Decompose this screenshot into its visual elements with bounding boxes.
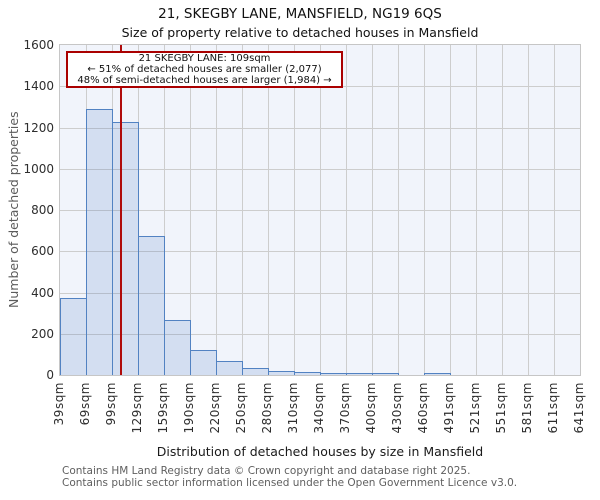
attribution-footer: Contains HM Land Registry data © Crown c… [62, 465, 592, 489]
histogram-bar [424, 373, 451, 375]
x-tick-label: 551sqm [494, 382, 508, 434]
x-tick-label: 460sqm [416, 382, 430, 434]
annotation-larger-line: 48% of semi-detached houses are larger (… [77, 75, 332, 86]
x-tick-label: 611sqm [546, 382, 560, 434]
v-gridline [294, 45, 295, 375]
v-gridline [476, 45, 477, 375]
histogram-bar [294, 372, 321, 375]
v-gridline [216, 45, 217, 375]
y-tick-label: 800 [31, 203, 54, 217]
x-axis-title: Distribution of detached houses by size … [156, 444, 484, 459]
y-tick-label: 400 [31, 285, 54, 300]
x-tick-label: 250sqm [234, 382, 248, 434]
x-tick-label: 129sqm [130, 382, 144, 434]
histogram-bar [86, 109, 113, 375]
v-gridline [372, 45, 373, 375]
y-tick-label: 1000 [23, 161, 54, 176]
v-gridline [242, 45, 243, 375]
property-annotation-box: 21 SKEGBY LANE: 109sqm ← 51% of detached… [66, 51, 343, 88]
histogram-bar [268, 371, 295, 375]
x-tick-label: 581sqm [520, 382, 534, 434]
v-gridline [424, 45, 425, 375]
x-tick-label: 69sqm [78, 382, 92, 426]
x-tick-label: 280sqm [260, 382, 274, 434]
v-gridline [450, 45, 451, 375]
histogram-bar [138, 236, 165, 375]
y-tick-label: 600 [31, 244, 54, 259]
chart-title-block: 21, SKEGBY LANE, MANSFIELD, NG19 6QS Siz… [0, 5, 600, 42]
x-tick-label: 370sqm [338, 382, 352, 434]
v-gridline [268, 45, 269, 375]
histogram-bar [320, 373, 347, 375]
v-gridline [190, 45, 191, 375]
v-gridline [554, 45, 555, 375]
histogram-bar [216, 361, 243, 375]
histogram-bar [60, 298, 87, 375]
x-tick-label: 99sqm [104, 382, 118, 426]
v-gridline [346, 45, 347, 375]
y-tick-label: 200 [31, 326, 54, 341]
histogram-bar [112, 122, 139, 375]
x-tick-label: 310sqm [286, 382, 300, 434]
x-tick-label: 641sqm [572, 382, 586, 434]
v-gridline [502, 45, 503, 375]
x-tick-label: 159sqm [156, 382, 170, 434]
annotation-property-line: 21 SKEGBY LANE: 109sqm [138, 53, 271, 64]
x-tick-label: 430sqm [390, 382, 404, 434]
y-tick-label: 1600 [23, 38, 54, 52]
x-tick-label: 39sqm [52, 382, 66, 426]
histogram-bar [164, 320, 191, 375]
x-tick-label: 340sqm [312, 382, 326, 434]
x-tick-label: 190sqm [182, 382, 196, 434]
histogram-bar [346, 373, 373, 375]
histogram-bar [242, 368, 269, 375]
v-gridline [528, 45, 529, 375]
v-gridline [320, 45, 321, 375]
chart-subtitle: Size of property relative to detached ho… [121, 25, 479, 40]
y-tick-label: 1400 [23, 79, 54, 94]
histogram-bar [372, 373, 399, 375]
x-tick-label: 400sqm [364, 382, 378, 434]
footer-line-2: Contains public sector information licen… [62, 476, 518, 489]
y-tick-label: 0 [46, 368, 54, 382]
x-tick-label: 220sqm [208, 382, 222, 434]
v-gridline [398, 45, 399, 375]
annotation-smaller-line: ← 51% of detached houses are smaller (2,… [87, 64, 322, 75]
v-gridline [164, 45, 165, 375]
chart-title: 21, SKEGBY LANE, MANSFIELD, NG19 6QS [158, 6, 442, 22]
y-tick-label: 1200 [23, 120, 54, 135]
property-size-marker-line [120, 45, 122, 375]
x-tick-label: 491sqm [442, 382, 456, 434]
footer-line-1: Contains HM Land Registry data © Crown c… [62, 465, 471, 477]
x-tick-label: 521sqm [468, 382, 482, 434]
histogram-bar [190, 350, 217, 375]
plot-area [59, 44, 581, 376]
